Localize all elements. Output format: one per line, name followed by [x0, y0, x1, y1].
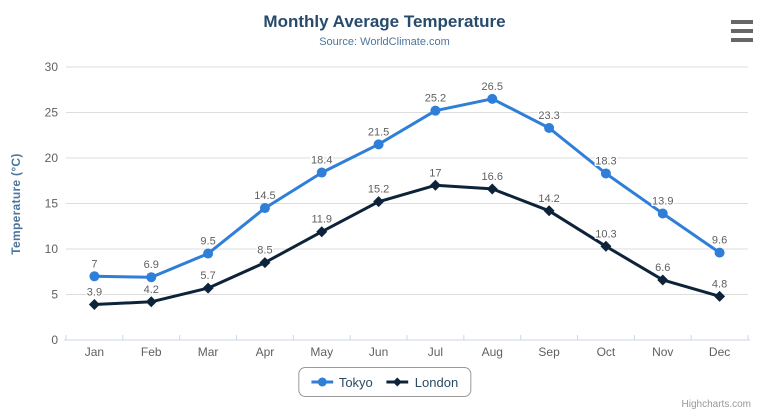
- diamond-marker-icon: [386, 377, 409, 387]
- data-label: 18.4: [311, 155, 332, 167]
- data-label: 9.6: [712, 235, 727, 247]
- chart-title: Monthly Average Temperature: [263, 12, 506, 31]
- data-label: 6.9: [144, 259, 159, 271]
- data-point-london[interactable]: [316, 226, 328, 238]
- data-point-tokyo[interactable]: [487, 93, 498, 104]
- x-tick-label: May: [310, 345, 333, 359]
- data-label: 5.7: [200, 270, 215, 282]
- data-label: 26.5: [482, 81, 503, 93]
- legend: Tokyo London: [297, 367, 472, 397]
- data-label: 7: [91, 258, 97, 270]
- data-point-london[interactable]: [88, 299, 100, 311]
- y-tick-label: 10: [45, 242, 59, 256]
- data-label: 4.8: [712, 278, 727, 290]
- x-tick-label: Feb: [141, 345, 162, 359]
- x-tick-label: Nov: [652, 345, 673, 359]
- data-label: 8.5: [257, 245, 272, 257]
- x-tick-label: Mar: [198, 345, 219, 359]
- data-point-london[interactable]: [657, 274, 669, 286]
- y-tick-label: 25: [45, 106, 59, 120]
- data-label: 15.2: [368, 184, 389, 196]
- series-line-london[interactable]: [92, 183, 722, 306]
- y-tick-label: 15: [45, 197, 59, 211]
- data-point-tokyo[interactable]: [657, 208, 668, 219]
- data-point-tokyo[interactable]: [89, 271, 100, 282]
- series-line-tokyo[interactable]: [92, 97, 722, 279]
- chart-subtitle: Source: WorldClimate.com: [319, 36, 450, 48]
- data-label: 25.2: [425, 93, 446, 105]
- data-point-tokyo[interactable]: [600, 168, 611, 179]
- data-label: 13.9: [652, 196, 673, 208]
- data-label: 14.5: [254, 190, 275, 202]
- data-label: 14.2: [538, 193, 559, 205]
- data-point-london[interactable]: [429, 179, 441, 191]
- legend-label: London: [414, 374, 459, 390]
- data-label: 17: [429, 167, 441, 179]
- data-label: 9.5: [200, 236, 215, 248]
- x-tick-label: Sep: [538, 345, 560, 359]
- legend-label: Tokyo: [338, 374, 373, 390]
- x-tick-label: Aug: [482, 345, 503, 359]
- data-point-tokyo[interactable]: [373, 139, 384, 150]
- x-tick-label: Jan: [85, 345, 104, 359]
- data-point-tokyo[interactable]: [430, 105, 441, 116]
- data-point-london[interactable]: [600, 240, 612, 252]
- data-label: 23.3: [538, 110, 559, 122]
- data-point-tokyo[interactable]: [259, 203, 270, 214]
- data-label: 16.6: [482, 171, 503, 183]
- y-tick-label: 0: [51, 333, 58, 347]
- data-point-tokyo[interactable]: [316, 167, 327, 178]
- data-point-london[interactable]: [373, 196, 385, 208]
- x-tick-label: Dec: [709, 345, 730, 359]
- y-tick-label: 30: [45, 60, 59, 74]
- data-label: 21.5: [368, 126, 389, 138]
- y-tick-label: 5: [51, 288, 58, 302]
- x-tick-label: Jul: [428, 345, 443, 359]
- data-point-london[interactable]: [714, 290, 726, 302]
- data-point-tokyo[interactable]: [714, 247, 725, 258]
- data-label: 6.6: [655, 262, 670, 274]
- legend-item-london[interactable]: London: [386, 374, 459, 390]
- data-point-london[interactable]: [259, 257, 271, 269]
- data-point-tokyo[interactable]: [544, 122, 555, 133]
- data-label: 10.3: [595, 228, 616, 240]
- data-point-london[interactable]: [486, 183, 498, 195]
- data-point-tokyo[interactable]: [203, 248, 214, 259]
- data-label: 18.3: [595, 155, 616, 167]
- data-label: 11.9: [311, 214, 332, 226]
- context-menu-button[interactable]: [731, 20, 753, 44]
- data-label: 3.9: [87, 287, 102, 299]
- circle-marker-icon: [310, 377, 333, 387]
- data-point-tokyo[interactable]: [146, 272, 157, 283]
- legend-item-tokyo[interactable]: Tokyo: [310, 374, 373, 390]
- data-point-london[interactable]: [543, 205, 555, 217]
- y-tick-label: 20: [45, 151, 59, 165]
- data-point-london[interactable]: [145, 296, 157, 308]
- hamburger-menu-icon: [731, 20, 753, 42]
- data-label: 4.2: [144, 284, 159, 296]
- data-point-london[interactable]: [202, 282, 214, 294]
- x-tick-label: Oct: [597, 345, 616, 359]
- x-tick-label: Jun: [369, 345, 388, 359]
- highcharts-credit[interactable]: Highcharts.com: [681, 399, 751, 410]
- x-tick-label: Apr: [256, 345, 275, 359]
